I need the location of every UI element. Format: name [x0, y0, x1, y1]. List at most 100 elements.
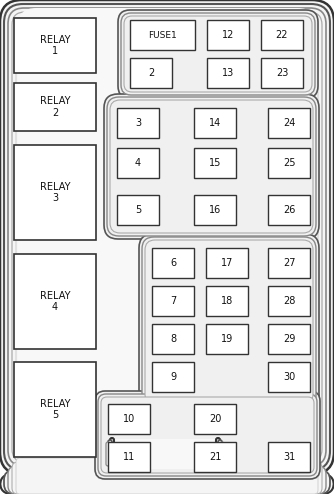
- Bar: [206, 286, 248, 316]
- Text: 29: 29: [283, 334, 295, 344]
- Bar: [206, 248, 248, 278]
- Text: 2: 2: [148, 68, 154, 78]
- Text: 26: 26: [283, 205, 295, 215]
- Text: 27: 27: [283, 258, 295, 268]
- Bar: [117, 195, 159, 225]
- FancyBboxPatch shape: [12, 462, 322, 494]
- Text: 31: 31: [283, 452, 295, 462]
- FancyBboxPatch shape: [106, 442, 110, 466]
- Text: 11: 11: [123, 452, 135, 462]
- Text: 30: 30: [283, 372, 295, 382]
- FancyBboxPatch shape: [4, 4, 330, 470]
- Text: FUSE1: FUSE1: [148, 31, 177, 40]
- Text: 10: 10: [123, 414, 135, 424]
- Text: 16: 16: [209, 205, 221, 215]
- Text: 3: 3: [135, 118, 141, 128]
- Bar: [108, 404, 150, 434]
- Text: 25: 25: [283, 158, 295, 168]
- Text: RELAY
3: RELAY 3: [40, 182, 70, 204]
- Bar: [194, 195, 236, 225]
- FancyBboxPatch shape: [110, 100, 313, 233]
- Bar: [268, 248, 310, 278]
- Bar: [14, 362, 96, 457]
- FancyBboxPatch shape: [124, 16, 312, 92]
- FancyBboxPatch shape: [118, 10, 318, 98]
- Bar: [261, 20, 303, 50]
- Bar: [268, 324, 310, 354]
- Bar: [207, 58, 249, 88]
- FancyBboxPatch shape: [12, 12, 322, 462]
- Bar: [194, 404, 236, 434]
- Text: RELAY
4: RELAY 4: [40, 290, 70, 312]
- FancyBboxPatch shape: [0, 474, 334, 494]
- Bar: [152, 362, 194, 392]
- Text: RELAY
1: RELAY 1: [40, 35, 70, 56]
- Bar: [117, 148, 159, 178]
- FancyBboxPatch shape: [220, 442, 224, 466]
- FancyBboxPatch shape: [216, 438, 220, 462]
- Text: 12: 12: [222, 30, 234, 40]
- Text: RELAY
2: RELAY 2: [40, 96, 70, 118]
- Bar: [130, 58, 172, 88]
- FancyBboxPatch shape: [107, 97, 316, 236]
- Bar: [268, 362, 310, 392]
- Bar: [268, 286, 310, 316]
- FancyBboxPatch shape: [8, 8, 326, 466]
- Bar: [14, 83, 96, 131]
- Bar: [207, 20, 249, 50]
- FancyBboxPatch shape: [121, 13, 315, 95]
- Bar: [14, 18, 96, 73]
- Text: 23: 23: [276, 68, 288, 78]
- Bar: [152, 324, 194, 354]
- Bar: [14, 145, 96, 240]
- Text: 13: 13: [222, 68, 234, 78]
- Bar: [194, 108, 236, 138]
- Bar: [261, 58, 303, 88]
- Bar: [14, 254, 96, 349]
- Bar: [194, 442, 236, 472]
- Bar: [206, 324, 248, 354]
- FancyBboxPatch shape: [8, 466, 326, 494]
- FancyBboxPatch shape: [218, 440, 222, 464]
- Text: 21: 21: [209, 452, 221, 462]
- FancyBboxPatch shape: [18, 8, 316, 446]
- Text: 28: 28: [283, 296, 295, 306]
- Bar: [110, 439, 220, 469]
- FancyBboxPatch shape: [104, 94, 319, 239]
- FancyBboxPatch shape: [142, 237, 316, 407]
- Text: 14: 14: [209, 118, 221, 128]
- FancyBboxPatch shape: [110, 438, 114, 462]
- Text: 4: 4: [135, 158, 141, 168]
- FancyBboxPatch shape: [101, 397, 314, 473]
- Text: 17: 17: [221, 258, 233, 268]
- Bar: [268, 108, 310, 138]
- FancyBboxPatch shape: [0, 0, 334, 474]
- FancyBboxPatch shape: [4, 470, 330, 494]
- Text: 5: 5: [135, 205, 141, 215]
- Bar: [194, 148, 236, 178]
- Bar: [152, 286, 194, 316]
- FancyBboxPatch shape: [98, 394, 317, 476]
- FancyBboxPatch shape: [145, 240, 313, 404]
- Bar: [268, 195, 310, 225]
- Text: 22: 22: [276, 30, 288, 40]
- Text: RELAY
5: RELAY 5: [40, 399, 70, 420]
- Text: 20: 20: [209, 414, 221, 424]
- Text: 7: 7: [170, 296, 176, 306]
- Text: 19: 19: [221, 334, 233, 344]
- Bar: [108, 442, 150, 472]
- FancyBboxPatch shape: [108, 440, 112, 464]
- Bar: [117, 108, 159, 138]
- Text: 18: 18: [221, 296, 233, 306]
- FancyBboxPatch shape: [139, 234, 319, 410]
- Bar: [152, 248, 194, 278]
- Bar: [268, 148, 310, 178]
- Text: 8: 8: [170, 334, 176, 344]
- Text: 6: 6: [170, 258, 176, 268]
- Text: 15: 15: [209, 158, 221, 168]
- FancyBboxPatch shape: [95, 391, 320, 479]
- Bar: [268, 442, 310, 472]
- Text: 9: 9: [170, 372, 176, 382]
- FancyBboxPatch shape: [16, 16, 318, 458]
- Bar: [130, 20, 195, 50]
